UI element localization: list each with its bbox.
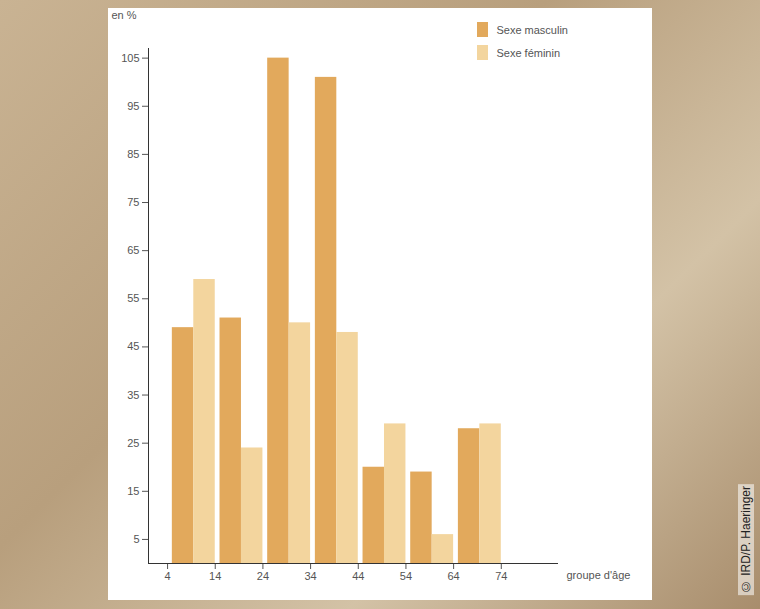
svg-text:en %: en % bbox=[112, 9, 137, 21]
svg-text:15: 15 bbox=[127, 485, 139, 497]
svg-text:105: 105 bbox=[121, 52, 139, 64]
svg-text:34: 34 bbox=[304, 570, 316, 582]
svg-text:54: 54 bbox=[400, 570, 412, 582]
svg-text:74: 74 bbox=[495, 570, 507, 582]
html-text:© IRD/P. Haeringer: © IRD/P. Haeringer bbox=[739, 485, 753, 593]
svg-text:95: 95 bbox=[127, 100, 139, 112]
svg-text:85: 85 bbox=[127, 148, 139, 160]
html-text:Sexe masculin: Sexe masculin bbox=[496, 23, 568, 36]
svg-text:5: 5 bbox=[133, 533, 139, 545]
svg-text:44: 44 bbox=[352, 570, 364, 582]
svg-text:25: 25 bbox=[127, 437, 139, 449]
svg-text:groupe d'âge: groupe d'âge bbox=[567, 569, 631, 581]
svg-text:35: 35 bbox=[127, 389, 139, 401]
svg-text:4: 4 bbox=[165, 570, 171, 582]
html-text:Sexe féminin: Sexe féminin bbox=[496, 46, 560, 59]
svg-text:14: 14 bbox=[209, 570, 221, 582]
svg-text:75: 75 bbox=[127, 196, 139, 208]
svg-text:24: 24 bbox=[257, 570, 269, 582]
svg-text:45: 45 bbox=[127, 340, 139, 352]
svg-text:65: 65 bbox=[127, 244, 139, 256]
svg-text:55: 55 bbox=[127, 292, 139, 304]
svg-text:64: 64 bbox=[447, 570, 459, 582]
